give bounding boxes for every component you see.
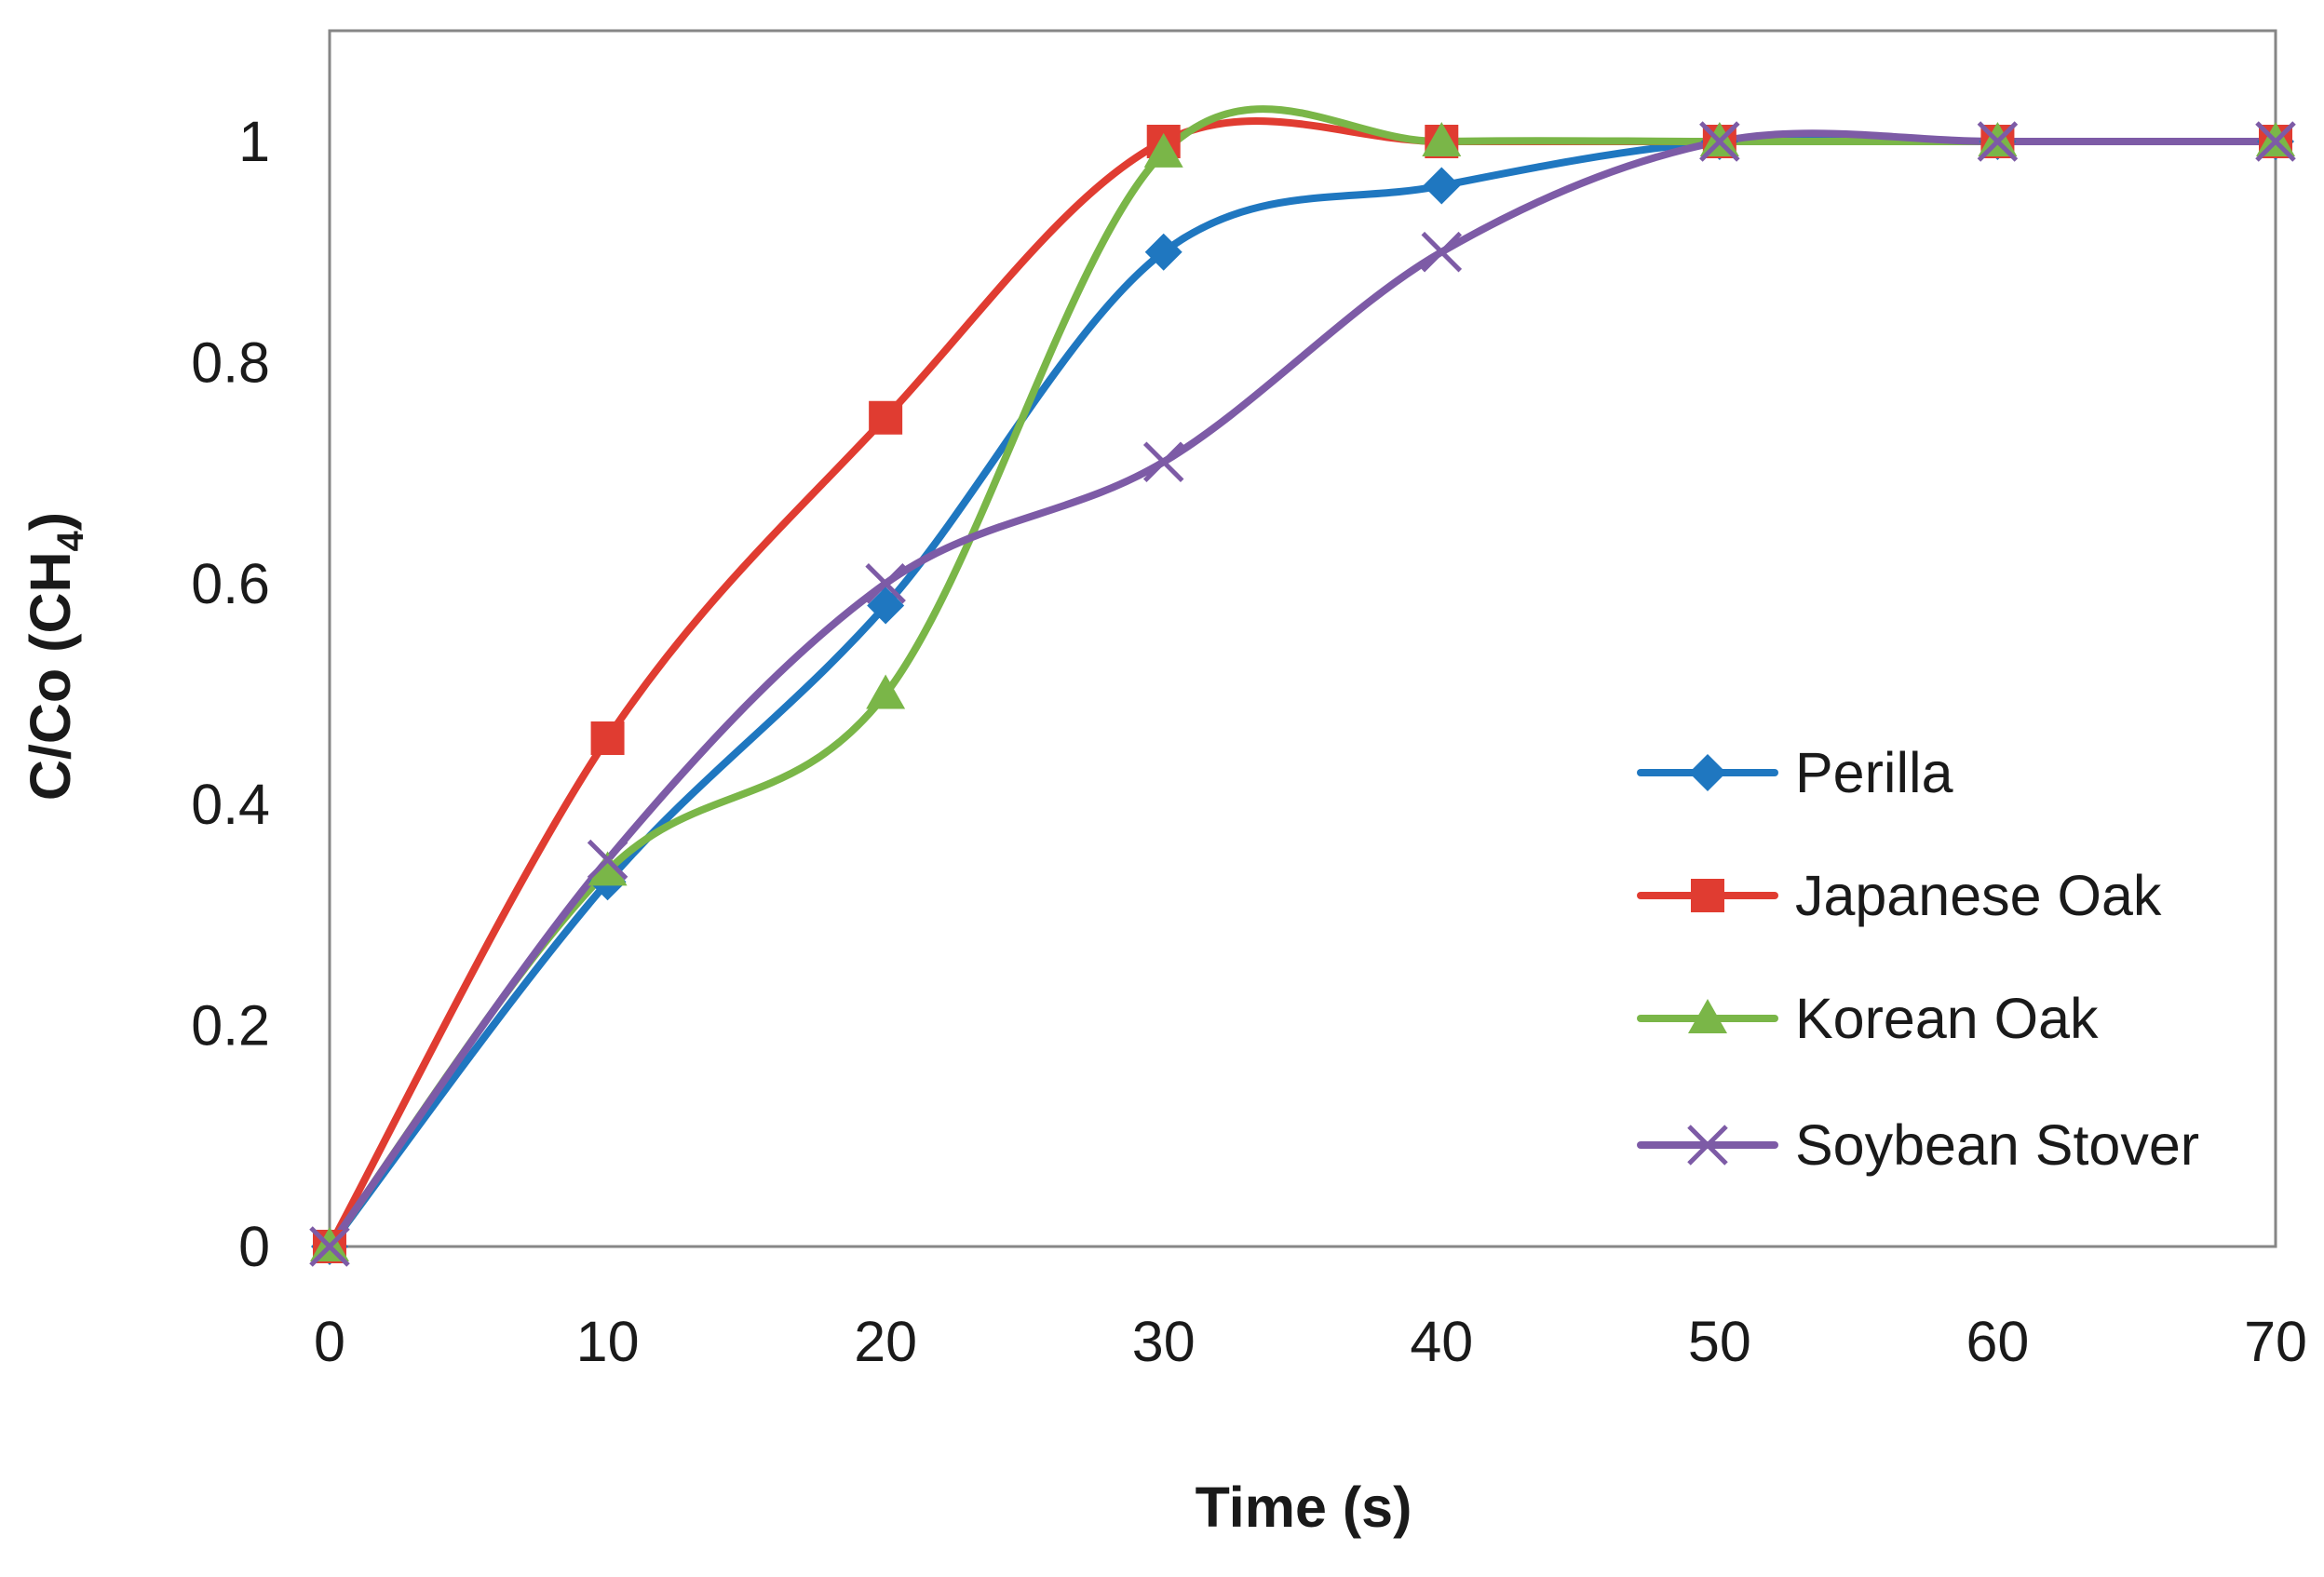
data-point-soybean-stover: [2255, 121, 2296, 162]
y-axis-title-subscript: 4: [50, 530, 91, 551]
data-point-soybean-stover: [865, 563, 906, 604]
legend-item-soybean-stover: Soybean Stover: [1637, 1113, 2199, 1177]
y-axis-title-close: ): [19, 512, 82, 531]
y-tick-labels: 0 0.2 0.4 0.6 0.8 1: [191, 110, 270, 1278]
data-point-perilla: [867, 586, 905, 625]
y-axis-title: C/Co (CH4): [19, 512, 91, 801]
legend-marker: [1691, 879, 1724, 912]
data-point-korean-oak: [866, 674, 906, 709]
data-point-soybean-stover: [587, 839, 628, 881]
x-axis-title: Time (s): [1196, 1476, 1412, 1539]
y-tick-label: 0.4: [191, 773, 270, 836]
data-point-korean-oak: [1422, 122, 1462, 156]
series-markers: [309, 121, 2296, 1267]
data-point-soybean-stover: [1142, 441, 1184, 482]
y-tick-label: 0.6: [191, 552, 270, 615]
legend-label: Korean Oak: [1795, 987, 2099, 1050]
x-tick-label: 70: [2244, 1310, 2307, 1373]
legend-marker: [1688, 999, 1727, 1033]
data-point-perilla: [1144, 233, 1182, 271]
data-point-soybean-stover: [1977, 121, 2019, 162]
legend-marker: [1687, 1125, 1728, 1166]
legend-label: Soybean Stover: [1795, 1113, 2199, 1177]
y-tick-label: 0.8: [191, 330, 270, 394]
legend-item-korean-oak: Korean Oak: [1637, 987, 2099, 1050]
data-point-soybean-stover: [309, 1226, 350, 1267]
data-point-korean-oak: [1143, 132, 1183, 168]
x-tick-label: 10: [576, 1310, 640, 1373]
plot-area: [328, 29, 2277, 1248]
legend-marker: [1689, 754, 1726, 791]
y-tick-label: 0.2: [191, 994, 270, 1058]
x-tick-label: 30: [1132, 1310, 1196, 1373]
x-tick-label: 20: [854, 1310, 917, 1373]
data-point-japanese-oak: [590, 721, 625, 755]
x-tick-label: 50: [1688, 1310, 1751, 1373]
legend-item-japanese-oak: Japanese Oak: [1637, 864, 2162, 927]
data-point-perilla: [1423, 167, 1461, 205]
data-point-korean-oak: [588, 851, 628, 886]
legend: Perilla Japanese Oak Korean Oak Soybean Sto…: [1637, 741, 2199, 1177]
x-tick-label: 60: [1966, 1310, 2029, 1373]
data-point-soybean-stover: [1699, 121, 1740, 162]
legend-item-perilla: Perilla: [1637, 741, 1953, 804]
data-point-soybean-stover: [1421, 231, 1463, 273]
y-axis-title-main: C/Co (CH: [19, 551, 82, 801]
y-tick-label: 0: [238, 1215, 270, 1278]
x-tick-label: 0: [314, 1310, 345, 1373]
x-tick-label: 40: [1410, 1310, 1473, 1373]
legend-label: Japanese Oak: [1795, 864, 2162, 927]
y-tick-label: 1: [238, 110, 270, 173]
data-point-japanese-oak: [869, 400, 903, 435]
x-tick-labels: 0 10 20 30 40 50 60 70: [314, 1310, 2307, 1373]
legend-label: Perilla: [1795, 741, 1953, 804]
